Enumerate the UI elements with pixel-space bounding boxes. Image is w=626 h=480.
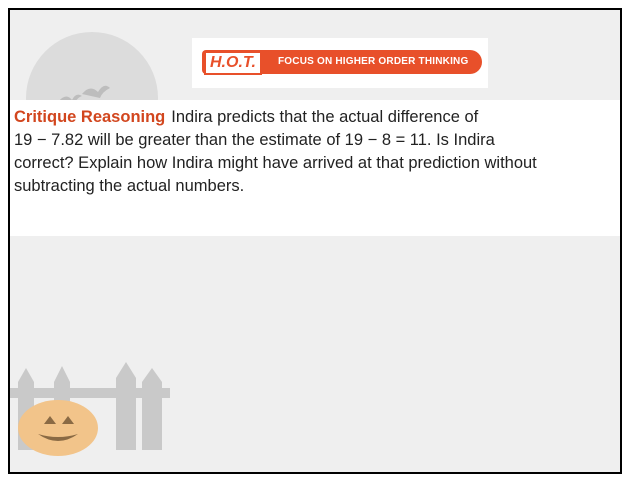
problem-text: Indira predicts that the actual differen… [171,108,478,126]
slide: H.O.T. FOCUS ON HIGHER ORDER THINKING Cr… [8,8,622,474]
problem-text: 19 − 7.82 will be greater than the estim… [14,131,495,150]
problem-line: Critique Reasoning Indira predicts that t… [14,108,478,127]
hot-banner: H.O.T. FOCUS ON HIGHER ORDER THINKING [192,38,488,88]
problem-label: Critique Reasoning [14,108,165,126]
page: H.O.T. FOCUS ON HIGHER ORDER THINKING Cr… [0,0,626,480]
problem-text: correct? Explain how Indira might have a… [14,154,537,173]
hot-logo: H.O.T. [204,51,262,75]
pumpkin [18,400,98,456]
banner-text: FOCUS ON HIGHER ORDER THINKING [278,56,468,67]
problem-text: subtracting the actual numbers. [14,177,244,196]
problem-box: Critique Reasoning Indira predicts that t… [10,100,620,236]
